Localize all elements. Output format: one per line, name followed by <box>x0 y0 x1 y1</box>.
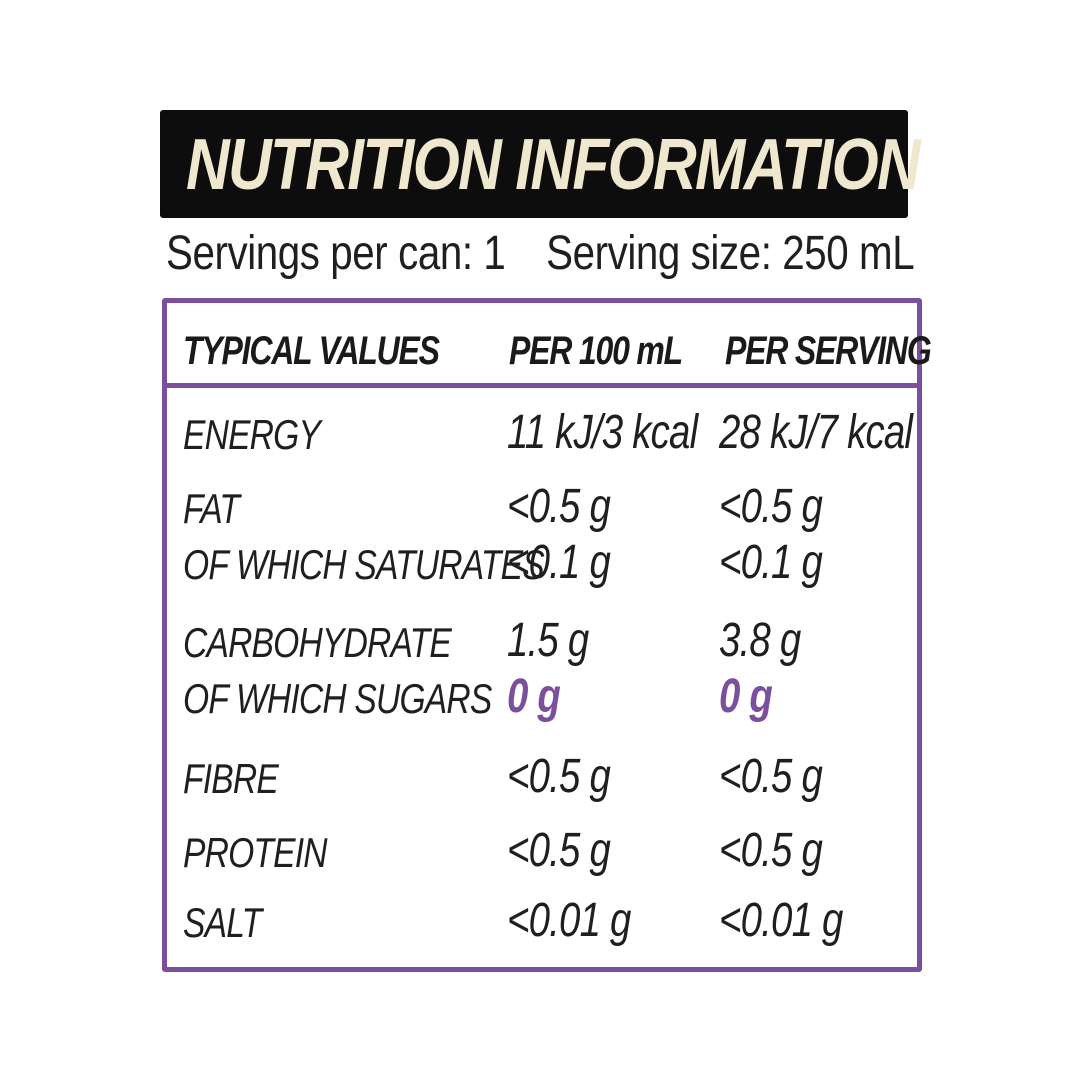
row-label-protein: PROTEIN <box>183 829 328 876</box>
row-value-protein-perserving: <0.5 g <box>719 824 823 877</box>
row-value-fibre-per100: <0.5 g <box>507 750 611 803</box>
title-banner: NUTRITION INFORMATION <box>160 110 921 218</box>
row-value-energy-per100: 11 kJ/3 kcal <box>507 406 698 459</box>
row-label-carbohydrate: CARBOHYDRATE <box>183 619 452 666</box>
row-value-sugars-per100: 0 g <box>507 670 561 723</box>
row-value-salt-perserving: <0.01 g <box>719 894 843 947</box>
row-label-saturates: OF WHICH SATURATES <box>183 541 545 588</box>
row-label-fibre: FIBRE <box>183 755 279 802</box>
row-value-saturates-per100: <0.1 g <box>507 536 611 589</box>
page-title: NUTRITION INFORMATION <box>186 125 921 205</box>
row-label-salt: SALT <box>183 899 262 946</box>
row-value-energy-perserving: 28 kJ/7 kcal <box>719 406 913 459</box>
row-value-fat-per100: <0.5 g <box>507 480 611 533</box>
header-per-serving: PER SERVING <box>725 329 932 373</box>
row-label-energy: ENERGY <box>183 411 321 458</box>
row-value-protein-per100: <0.5 g <box>507 824 611 877</box>
row-value-fat-perserving: <0.5 g <box>719 480 823 533</box>
row-label-sugars: OF WHICH SUGARS <box>183 675 492 722</box>
row-value-sugars-perserving: 0 g <box>719 670 773 723</box>
row-value-salt-per100: <0.01 g <box>507 894 631 947</box>
row-value-fibre-perserving: <0.5 g <box>719 750 823 803</box>
header-divider <box>167 383 917 388</box>
header-per-100ml: PER 100 mL <box>509 329 683 373</box>
row-value-saturates-perserving: <0.1 g <box>719 536 823 589</box>
nutrition-table: TYPICAL VALUES PER 100 mL PER SERVING EN… <box>162 298 932 972</box>
row-label-fat: FAT <box>183 485 240 532</box>
row-value-carbohydrate-per100: 1.5 g <box>507 614 589 667</box>
servings-per-can: Servings per can: 1 <box>166 227 506 280</box>
row-value-carbohydrate-perserving: 3.8 g <box>719 614 801 667</box>
serving-size: Serving size: 250 mL <box>545 227 915 280</box>
header-typical-values: TYPICAL VALUES <box>183 329 440 373</box>
